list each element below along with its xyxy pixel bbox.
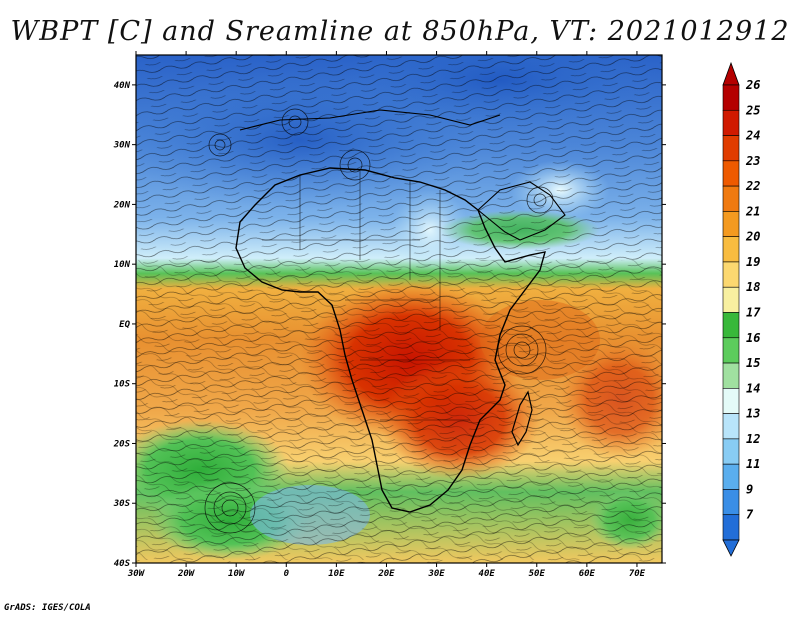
colorbar-swatch — [722, 185, 740, 212]
colorbar-label: 25 — [745, 103, 760, 117]
lat-label: 30S — [113, 499, 131, 509]
lon-label: 10E — [328, 569, 345, 579]
colorbar-swatch — [722, 211, 740, 237]
lat-label: 10N — [114, 260, 131, 270]
lon-label: 0 — [284, 569, 290, 579]
lat-label: 20N — [113, 200, 131, 210]
lat-label: EQ — [119, 320, 130, 330]
colorbar-label: 7 — [746, 508, 754, 522]
lon-label: 70E — [629, 569, 646, 579]
colorbar-label: 19 — [746, 255, 760, 269]
colorbar-swatch — [722, 135, 740, 162]
colorbar-bottom-arrow — [722, 539, 740, 557]
colorbar-label: 14 — [746, 381, 760, 395]
colorbar-swatch — [722, 514, 740, 541]
color-legend: 26 25 24 23 22 21 20 19 18 17 16 15 14 13 12 11 9 7 — [722, 61, 761, 557]
map-frame — [135, 54, 663, 564]
colorbar-label: 9 — [746, 482, 753, 496]
lon-label: 40E — [479, 569, 496, 579]
colorbar-swatch — [722, 236, 740, 263]
africa-coastline — [235, 167, 546, 513]
colorbar-label: 22 — [745, 179, 760, 193]
colorbar-swatch — [722, 362, 740, 389]
colorbar-swatch — [722, 84, 740, 111]
colorbar-label: 17 — [746, 306, 761, 320]
colorbar-label: 12 — [746, 432, 760, 446]
colorbar-swatch — [722, 261, 740, 288]
colorbar-swatch — [722, 109, 740, 136]
longitude-axis: 30W 20W 10W 0 10E 20E 30E 40E 50E 60E 70E — [127, 51, 646, 579]
colorbar-label: 24 — [745, 129, 760, 143]
lon-label: 20W — [177, 569, 196, 579]
colorbar-swatch — [722, 413, 740, 440]
map-title: WBPT [C] and Sreamline at 850hPa, VT: 20… — [10, 16, 790, 47]
wbpt-field — [136, 55, 662, 563]
colorbar-label: 11 — [746, 457, 760, 471]
lat-label: 40S — [114, 559, 131, 569]
grads-credit: GrADS: IGES/COLA — [4, 603, 91, 613]
lon-label: 50E — [529, 569, 546, 579]
colorbar-label: 26 — [745, 78, 760, 92]
colorbar-swatch — [722, 286, 740, 313]
lat-label: 40N — [114, 81, 131, 91]
lon-label: 20E — [377, 569, 395, 579]
colorbar-label: 16 — [746, 331, 760, 345]
colorbar-swatch — [722, 463, 740, 490]
lon-label: 30E — [427, 569, 445, 579]
lat-label: 20S — [113, 439, 131, 449]
latitude-axis: 40N 30N 20N 10N EQ 10S 20S 30S 40S — [113, 81, 666, 569]
lat-label: 30N — [113, 141, 131, 151]
colorbar-label: 21 — [745, 204, 760, 218]
colorbar-top-arrow — [722, 61, 740, 86]
colorbar-label: 13 — [746, 407, 760, 421]
colorbar-swatch — [722, 312, 740, 339]
lon-label: 10W — [228, 569, 246, 579]
colorbar-label: 18 — [746, 280, 760, 294]
colorbar-label: 20 — [745, 230, 760, 244]
lon-label: 60E — [579, 569, 596, 579]
colorbar-swatch — [722, 438, 740, 465]
lat-label: 10S — [114, 380, 131, 390]
colorbar-swatch — [722, 337, 740, 364]
colorbar-swatch — [722, 489, 740, 516]
colorbar-label: 23 — [745, 154, 760, 168]
colorbar-swatch — [722, 388, 740, 414]
lon-label: 30W — [127, 569, 146, 579]
colorbar-swatch — [722, 160, 740, 187]
colorbar-label: 15 — [746, 356, 760, 370]
